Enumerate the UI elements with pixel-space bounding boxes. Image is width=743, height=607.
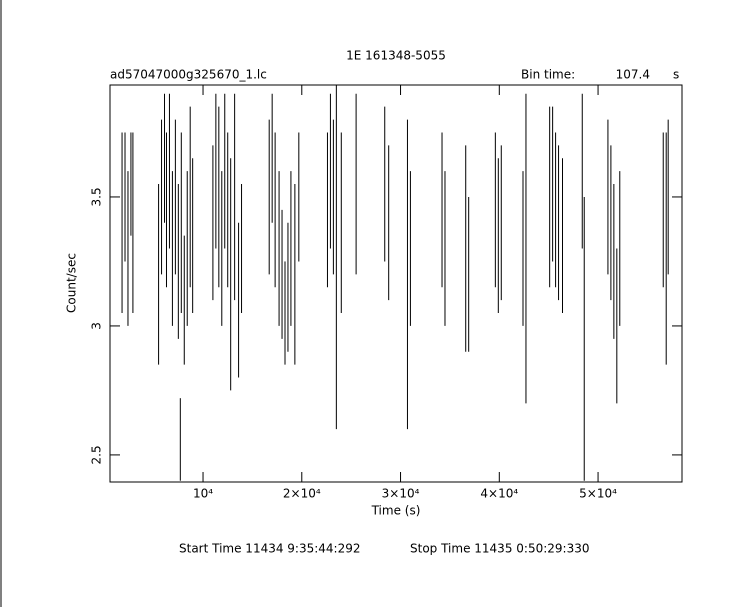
x-tick-label: 5×10⁴ <box>579 487 617 501</box>
y-tick-label: 2.5 <box>90 445 104 464</box>
start-time: Start Time 11434 9:35:44:292 <box>179 542 361 556</box>
y-axis-label: Count/sec <box>65 253 79 313</box>
x-tick-label: 3×10⁴ <box>382 487 420 501</box>
bin-time-label: Bin time: <box>521 68 575 82</box>
plot-frame <box>109 84 683 483</box>
x-tick-label: 10⁴ <box>193 487 213 501</box>
filename: ad57047000g325670_1.lc <box>110 68 267 82</box>
x-tick-label: 2×10⁴ <box>283 487 321 501</box>
y-tick-label: 3 <box>90 322 104 330</box>
x-tick-label: 4×10⁴ <box>480 487 518 501</box>
bin-time: 107.4 <box>616 68 650 82</box>
chart-title: 1E 161348-5055 <box>346 49 446 63</box>
bin-time-unit: s <box>673 68 679 82</box>
y-tick-label: 3.5 <box>90 187 104 206</box>
x-axis-label: Time (s) <box>371 504 421 518</box>
stop-time: Stop Time 11435 0:50:29:330 <box>410 542 589 556</box>
